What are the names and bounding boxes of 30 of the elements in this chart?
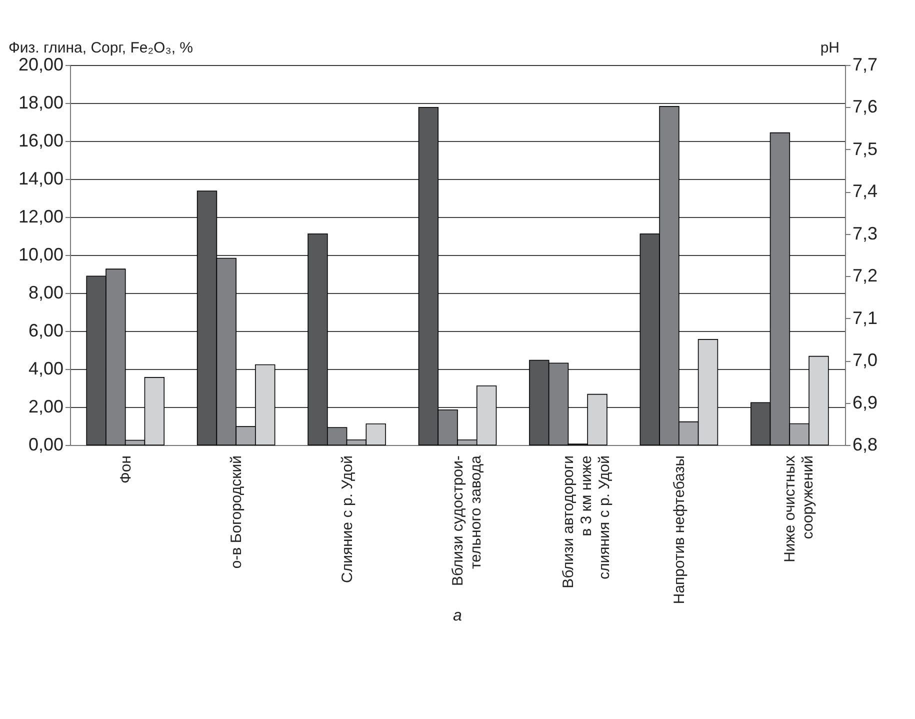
y-tick-label: 6,00 <box>28 320 64 340</box>
y2-tick-label: 6,9 <box>852 392 878 412</box>
x-tick-label: Слияние с р. Удой <box>338 456 356 583</box>
y-tick-label: 18,00 <box>18 92 64 112</box>
y2-tick-label: 6,8 <box>852 434 878 454</box>
y2-tick-label: 7,1 <box>852 308 878 328</box>
y2-tick-label: 7,2 <box>852 266 878 286</box>
y-tick-label: 10,00 <box>18 244 64 264</box>
y2-axis-title: pH <box>820 40 840 56</box>
y2-tick-label: 7,7 <box>852 54 878 74</box>
y2-tick-label: 7,5 <box>852 138 878 159</box>
y-tick-label: 20,00 <box>18 54 64 74</box>
y-tick-label: 16,00 <box>18 130 64 150</box>
x-tick-label: Фон <box>117 456 134 484</box>
text: а <box>453 608 462 625</box>
x-tick-label: Ниже очистных сооружений <box>782 455 817 562</box>
y-tick-label: 4,00 <box>28 358 64 378</box>
x-tick-label: Вблизи судострои- тельного завода <box>450 454 484 586</box>
x-tick-label: о-в Богородский <box>228 456 246 569</box>
y-tick-label: 14,00 <box>18 168 64 188</box>
y-tick-label: 12,00 <box>18 206 64 226</box>
y2-tick-label: 7,4 <box>852 181 878 202</box>
y2-tick-label: 7,0 <box>852 350 878 370</box>
y2-tick-label: 7,3 <box>852 223 878 244</box>
y-axis-title: Физ. глина, Cорг, Fe₂O₃, % <box>8 40 193 56</box>
x-tick-label: Напротив нефтебазы <box>670 456 688 604</box>
y-tick-label: 0,00 <box>28 434 64 454</box>
y-tick-label: 2,00 <box>28 396 64 416</box>
y-tick-label: 8,00 <box>28 282 64 302</box>
y2-tick-label: 7,6 <box>852 96 878 117</box>
